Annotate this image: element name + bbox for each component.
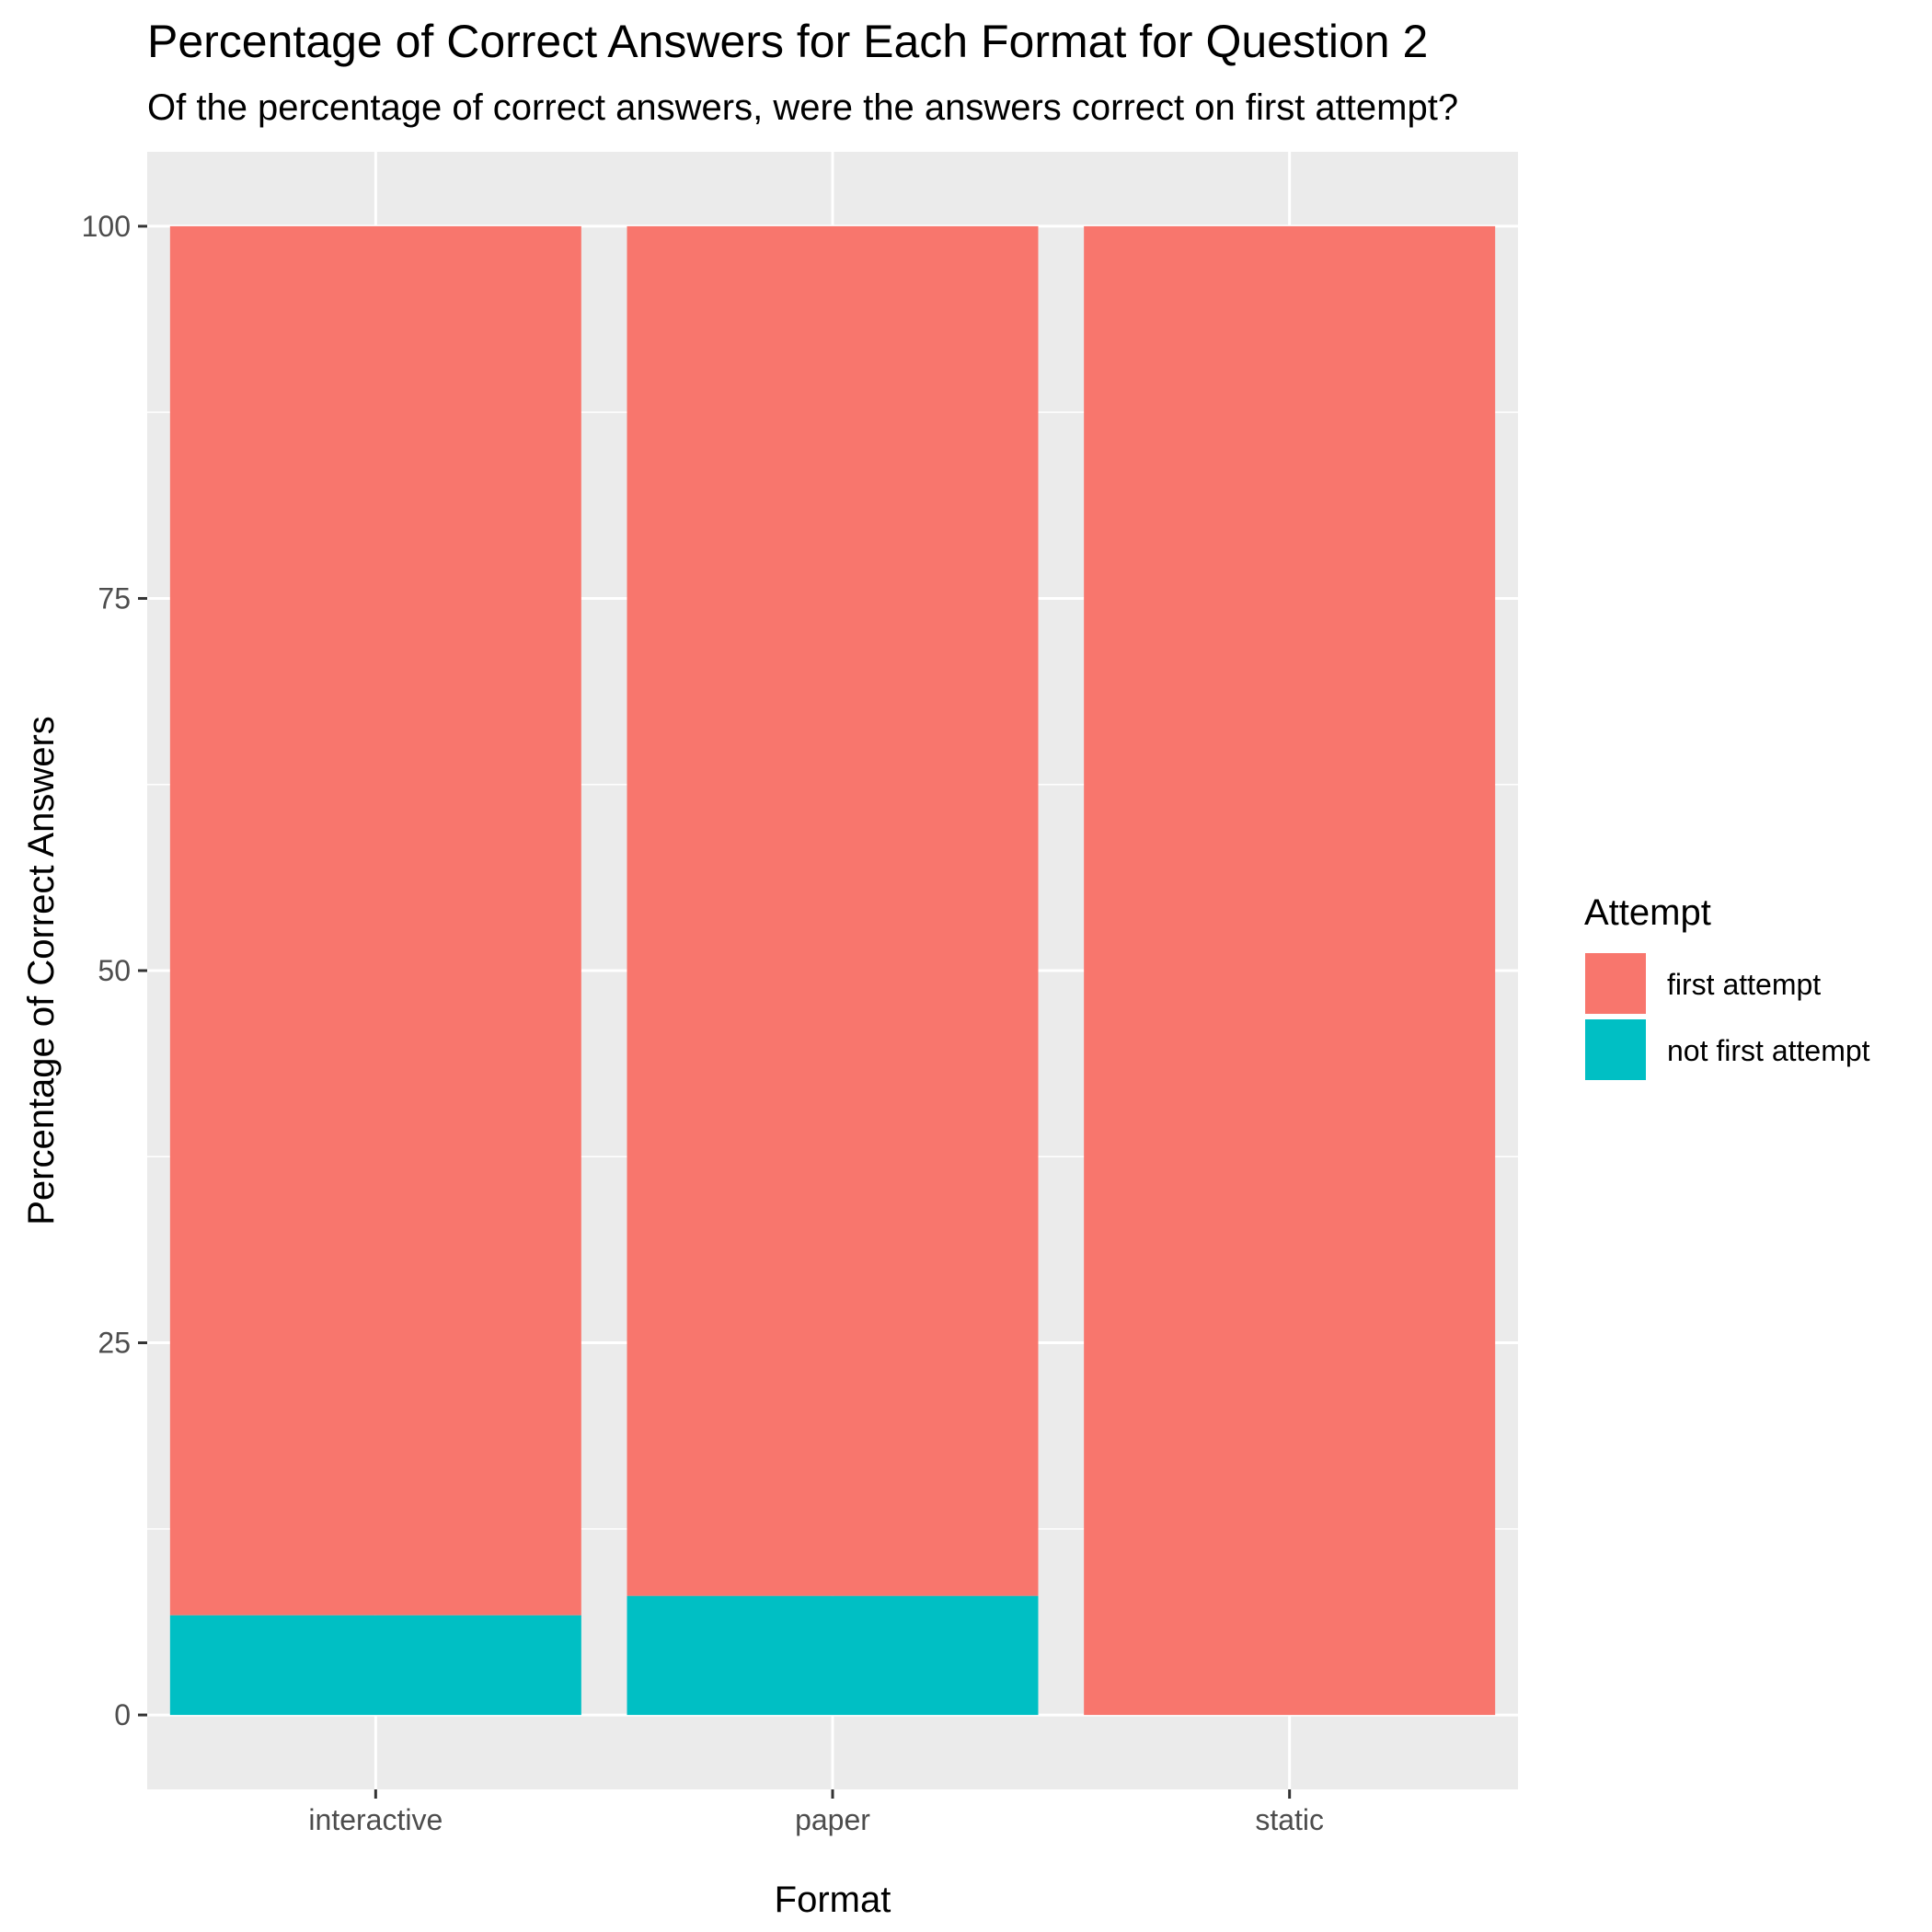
x-axis: interactive paper static [308,1789,1324,1836]
legend-items: first attempt not first attempt [1583,951,1870,1082]
y-tick-label: 50 [98,954,131,987]
x-tick-label: interactive [308,1803,443,1836]
legend: Attempt first attempt not first attempt [1583,892,1870,1082]
legend-title: Attempt [1584,892,1711,933]
y-tick-label: 100 [82,210,131,243]
chart-title: Percentage of Correct Answers for Each F… [147,16,1428,67]
bar-paper-not-first-attempt [627,1595,1039,1716]
y-tick-label: 25 [98,1327,131,1360]
legend-key-first-attempt [1583,951,1648,1016]
legend-key-not-first-attempt [1583,1018,1648,1082]
y-tick-label: 75 [98,581,131,615]
legend-label: not first attempt [1667,1034,1870,1067]
bars [169,225,1496,1716]
bar-paper-first-attempt [627,225,1039,1596]
bar-interactive-first-attempt [169,225,581,1616]
x-tick-label: static [1255,1803,1324,1836]
y-tick-label: 0 [114,1698,131,1731]
y-axis: 0 25 50 75 100 [82,210,147,1731]
legend-label: first attempt [1667,968,1821,1001]
x-tick-label: paper [795,1803,870,1836]
x-axis-title: Format [775,1880,891,1920]
chart-subtitle: Of the percentage of correct answers, we… [147,87,1458,128]
bar-static-first-attempt [1084,225,1496,1716]
y-axis-title: Percentage of Correct Answers [21,716,62,1225]
bar-interactive-not-first-attempt [169,1615,581,1716]
